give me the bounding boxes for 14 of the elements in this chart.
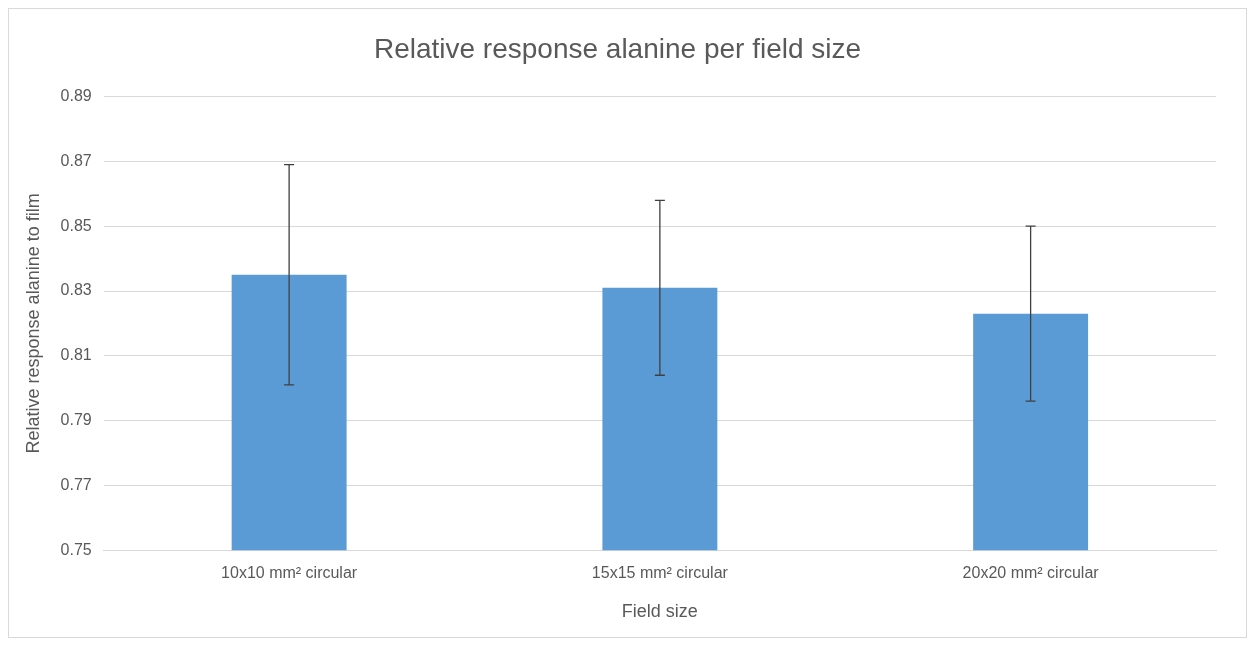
chart-title: Relative response alanine per field size [373,32,862,64]
y-tick-label: 0.77 [60,475,92,493]
y-tick-label: 0.83 [60,281,92,299]
y-tick-label: 0.85 [60,216,92,234]
y-tick-label: 0.79 [60,411,92,429]
x-tick-label: 20x20 mm² circular [962,564,1100,582]
y-tick-label: 0.75 [60,540,92,558]
x-tick-label: 10x10 mm² circular [221,564,358,582]
x-axis-title: Field size [621,601,698,622]
y-tick-label: 0.81 [60,346,92,364]
x-tick-label: 15x15 mm² circular [591,564,729,582]
y-tick-label: 0.87 [60,151,92,169]
y-tick-label: 0.89 [60,87,92,105]
y-axis-title: Relative response alanine to film [22,193,43,454]
